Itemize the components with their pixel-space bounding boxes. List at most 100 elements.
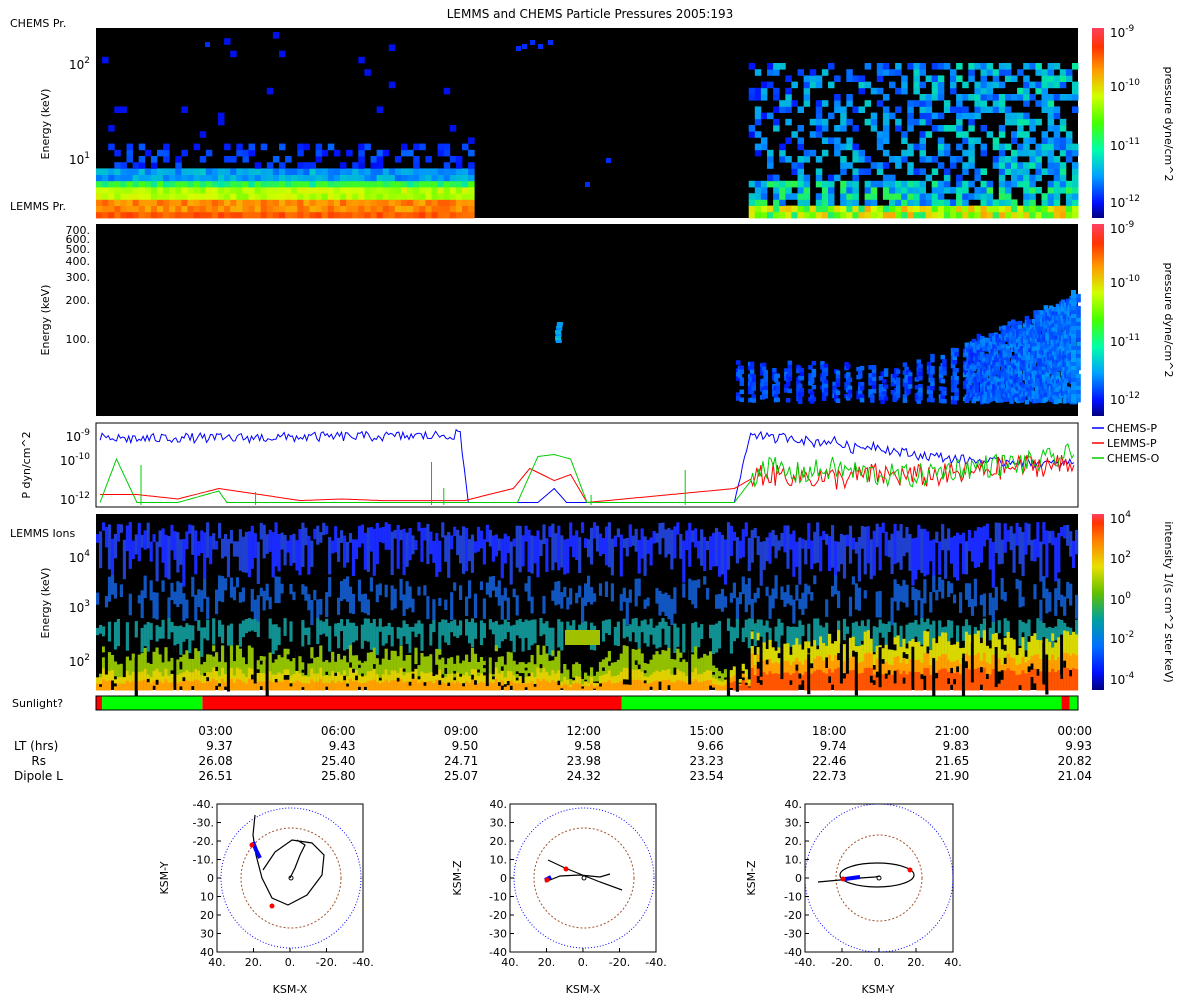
ions-heat-cell xyxy=(619,676,623,682)
ions-heat-cell xyxy=(149,673,153,678)
ions-heat-cell xyxy=(509,541,513,585)
lemms-heat-cell xyxy=(954,392,959,397)
chems-heat-cell xyxy=(102,205,109,213)
ions-heat-cell xyxy=(613,535,617,547)
chems-heat-cell xyxy=(108,125,115,132)
chems-heat-cell xyxy=(468,199,475,206)
ions-heat-cell xyxy=(331,670,335,677)
ions-heat-cell xyxy=(366,599,370,616)
ions-heat-cell xyxy=(441,522,445,538)
ions-heat-cell xyxy=(176,678,180,683)
ions-heat-cell xyxy=(595,671,600,675)
ions-heat-cell xyxy=(694,679,698,686)
ions-heat-cell xyxy=(524,663,528,668)
ions-heat-cell xyxy=(197,651,201,657)
ions-heat-cell xyxy=(613,683,617,687)
ions-heat-cell xyxy=(277,576,281,604)
chems-heat-cell xyxy=(791,168,798,175)
chems-heat-cell xyxy=(187,174,194,182)
ions-heat-cell xyxy=(465,619,469,636)
chems-heat-cell xyxy=(157,211,164,219)
ions-heat-cell xyxy=(631,659,635,665)
ions-heat-cell xyxy=(185,665,189,671)
ions-heat-cell xyxy=(149,623,153,640)
chems-heat-cell xyxy=(1047,205,1055,213)
ions-heat-cell xyxy=(206,658,210,664)
lemms-heat-cell xyxy=(1071,382,1076,387)
ions-heat-cell xyxy=(387,663,391,668)
ions-heat-cell xyxy=(432,683,436,687)
ions-heat-cell xyxy=(432,676,436,680)
chems-heat-cell xyxy=(919,69,926,76)
ions-heat-cell xyxy=(530,619,534,646)
ions-heat-cell xyxy=(215,652,219,658)
chems-heat-cell xyxy=(1004,193,1012,200)
chems-heat-cell xyxy=(1047,69,1055,76)
ions-heat-cell xyxy=(253,618,257,632)
ions-heat-cell xyxy=(712,674,716,679)
chems-heat-cell xyxy=(767,149,774,157)
ions-heat-cell xyxy=(581,522,585,534)
chems-heat-cell xyxy=(1029,162,1036,169)
ions-heat-cell xyxy=(610,662,614,667)
chems-heat-cell xyxy=(285,156,292,163)
lemms-heat-cell xyxy=(1062,383,1067,388)
ions-heat-cell xyxy=(417,672,421,677)
ions-heat-cell xyxy=(667,674,671,680)
ions-heat-cell xyxy=(235,645,240,652)
ions-heat-cell xyxy=(244,619,248,634)
lemms-heat-cell xyxy=(1071,338,1076,343)
ions-heat-cell xyxy=(530,672,534,678)
ions-heat-cell xyxy=(447,658,451,663)
ions-heat-cell xyxy=(482,682,486,687)
chems-heat-cell xyxy=(297,168,304,175)
ions-heat-cell xyxy=(158,654,162,660)
chems-heat-cell xyxy=(126,205,133,213)
ions-heat-cell xyxy=(188,681,192,687)
chems-heat-cell xyxy=(1053,81,1061,89)
ions-heat-cell xyxy=(408,685,412,691)
ions-heat-cell xyxy=(289,621,293,642)
chems-heat-cell xyxy=(852,174,859,182)
ions-heat-cell xyxy=(473,659,478,665)
lemms-heat-cell xyxy=(883,368,889,373)
chems-heat-cell xyxy=(986,106,994,113)
ions-heat-cell xyxy=(604,581,609,597)
ions-heat-cell xyxy=(637,539,641,574)
ions-heat-cell xyxy=(351,622,356,643)
chems-heat-cell xyxy=(272,168,280,175)
chems-heat-cell xyxy=(327,180,335,188)
chems-heat-cell xyxy=(279,174,286,182)
ions-heat-cell xyxy=(554,581,558,606)
ions-heat-cell xyxy=(194,594,198,621)
chems-heat-cell xyxy=(224,193,231,200)
chems-heat-cell xyxy=(901,87,908,95)
ions-heat-cell xyxy=(587,539,591,558)
ions-heat-cell xyxy=(700,624,704,639)
lemms-heat-cell xyxy=(1031,391,1037,396)
lemms-heat-cell xyxy=(797,395,803,400)
chems-heat-cell xyxy=(120,180,127,188)
ions-heat-cell xyxy=(637,669,641,675)
lemms-heat-cell xyxy=(988,341,994,346)
ions-heat-cell xyxy=(432,679,436,684)
chems-heat-cell xyxy=(321,187,329,194)
ions-heat-cell xyxy=(607,670,611,676)
ions-heat-cell xyxy=(170,661,174,667)
chems-heat-cell xyxy=(797,187,804,194)
chems-heat-cell xyxy=(760,87,768,95)
lemms-heat-cell xyxy=(1071,326,1076,331)
ions-heat-cell xyxy=(587,677,591,680)
ions-heat-cell xyxy=(414,540,418,550)
ions-heat-cell xyxy=(473,684,478,691)
ions-heat-cell xyxy=(218,686,222,691)
ions-heat-cell xyxy=(194,648,198,654)
chems-heat-cell xyxy=(285,193,292,200)
lemms-heat-cell xyxy=(983,361,988,367)
lemms-heat-cell xyxy=(835,374,841,379)
chems-heat-cell xyxy=(193,205,201,213)
chems-heat-cell xyxy=(468,211,475,219)
ions-heat-cell xyxy=(316,685,320,691)
ions-heat-cell xyxy=(515,664,519,669)
chems-heat-cell xyxy=(260,187,268,194)
